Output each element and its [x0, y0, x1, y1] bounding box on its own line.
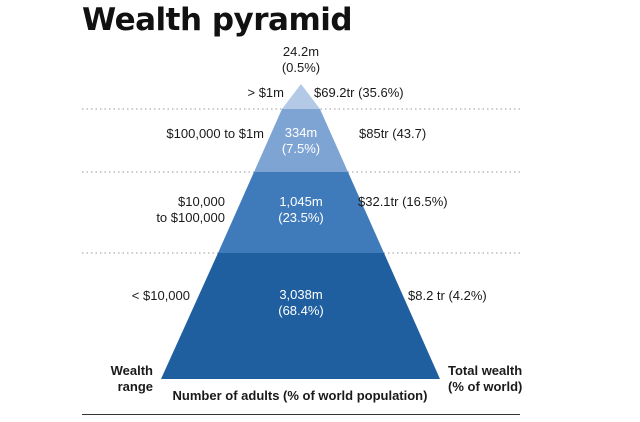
- adults-100k-1m: 334m: [285, 125, 318, 140]
- wealth-over-1m: $69.2tr (35.6%): [314, 85, 404, 100]
- wealth-under-10k: $8.2 tr (4.2%): [408, 288, 487, 303]
- tier-100k-1m: [254, 109, 348, 172]
- tier-10k-100k: [218, 172, 384, 253]
- adults-pct-100k-1m: (7.5%): [282, 141, 320, 156]
- range-under-10k: < $10,000: [132, 288, 190, 303]
- right-axis-label-line2: (% of world): [448, 379, 522, 394]
- adults-under-10k: 3,038m: [279, 287, 322, 302]
- tier-under-10k: [161, 253, 440, 379]
- adults-pct-over-1m: (0.5%): [282, 60, 320, 75]
- wealth-100k-1m: $85tr (43.7): [359, 126, 426, 141]
- adults-10k-100k: 1,045m: [279, 194, 322, 209]
- bottom-axis-label: Number of adults (% of world population): [173, 388, 428, 403]
- left-axis-label-line2: range: [118, 379, 153, 394]
- range-100k-1m: $100,000 to $1m: [166, 126, 264, 141]
- adults-over-1m: 24.2m: [283, 44, 319, 59]
- adults-pct-under-10k: (68.4%): [278, 303, 324, 318]
- adults-pct-10k-100k: (23.5%): [278, 210, 324, 225]
- left-axis-label-line1: Wealth: [111, 363, 153, 378]
- bottom-rule: [82, 414, 520, 415]
- range-10k-100k-line2: to $100,000: [156, 210, 225, 225]
- wealth-10k-100k: $32.1tr (16.5%): [358, 194, 448, 209]
- range-over-1m: > $1m: [248, 85, 285, 100]
- chart-title: Wealth pyramid: [82, 2, 353, 38]
- range-10k-100k-line1: $10,000: [178, 194, 225, 209]
- tier-over-1m: [282, 84, 320, 109]
- right-axis-label-line1: Total wealth: [448, 363, 522, 378]
